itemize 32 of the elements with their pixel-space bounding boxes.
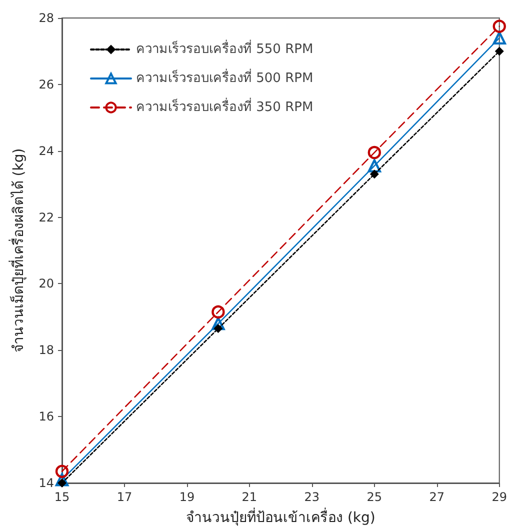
x-tick-label: 15 <box>54 490 70 504</box>
legend-label: ความเร็วรอบเครื่องที่ 550 RPM <box>136 39 314 57</box>
y-tick-label: 16 <box>38 410 54 424</box>
point <box>368 146 382 160</box>
point <box>494 46 504 56</box>
y-tick-label: 26 <box>38 77 54 92</box>
x-tick-label: 17 <box>116 490 132 504</box>
point <box>368 159 382 172</box>
y-tick-label: 28 <box>38 11 54 25</box>
x-tick-label: 25 <box>366 490 382 504</box>
y-tick-label: 24 <box>38 144 54 158</box>
x-tick-label: 21 <box>242 490 258 504</box>
x-tick-label: 19 <box>179 490 195 504</box>
legend-label: ความเร็วรอบเครื่องที่ 350 RPM <box>136 97 314 115</box>
point <box>212 316 225 330</box>
y-tick-label: 22 <box>38 210 54 224</box>
point <box>55 464 69 478</box>
point <box>370 170 379 179</box>
point <box>492 31 506 45</box>
y-axis-title: จำนวนเม็ดปุ๋ยที่เครื่องผลิตได้ (kg) <box>9 148 27 353</box>
x-axis-title: จำนวนปุ๋ยที่ป้อนเข้าเครื่อง (kg) <box>186 508 376 526</box>
y-tick-label: 18 <box>38 343 54 358</box>
y-tick-label: 14 <box>38 476 54 490</box>
point <box>55 473 69 486</box>
point <box>212 305 225 319</box>
point <box>492 20 506 33</box>
x-tick-label: 29 <box>492 490 508 504</box>
y-tick-label: 20 <box>38 276 54 291</box>
legend-label: ความเร็วรอบเครื่องที่ 500 RPM <box>136 68 314 86</box>
x-tick-label: 23 <box>304 490 320 504</box>
x-tick-label: 27 <box>429 490 445 504</box>
point <box>214 324 223 334</box>
